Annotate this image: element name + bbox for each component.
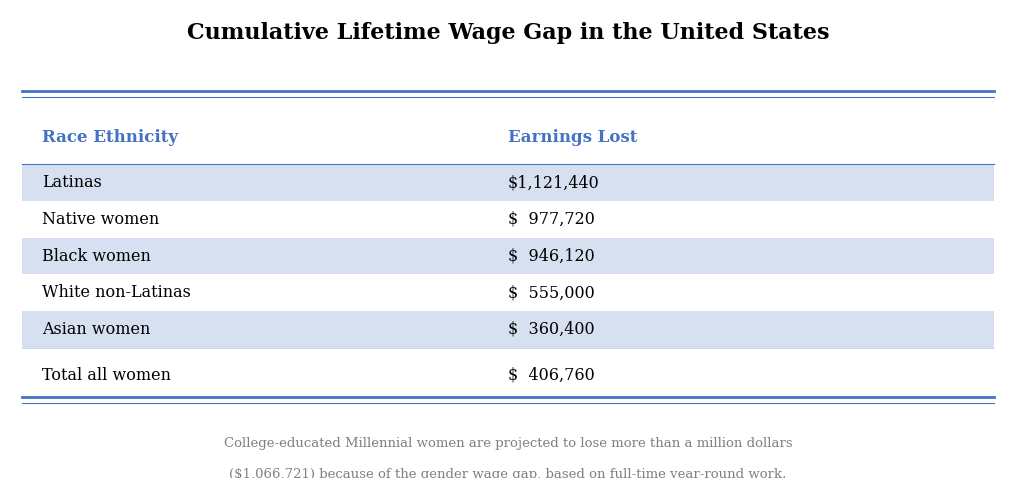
Text: $1,121,440: $1,121,440 [508, 174, 599, 191]
Text: $  946,120: $ 946,120 [508, 248, 594, 264]
Text: $  977,720: $ 977,720 [508, 211, 595, 228]
Text: Asian women: Asian women [42, 321, 150, 338]
Text: White non-Latinas: White non-Latinas [42, 284, 191, 301]
FancyBboxPatch shape [21, 238, 995, 274]
Text: Earnings Lost: Earnings Lost [508, 130, 637, 146]
Text: Latinas: Latinas [42, 174, 102, 191]
Text: $  555,000: $ 555,000 [508, 284, 594, 301]
Text: Native women: Native women [42, 211, 160, 228]
Text: $  360,400: $ 360,400 [508, 321, 594, 338]
Text: College-educated Millennial women are projected to lose more than a million doll: College-educated Millennial women are pr… [224, 437, 792, 450]
Text: $  406,760: $ 406,760 [508, 367, 594, 384]
Text: ($1,066,721) because of the gender wage gap, based on full-time year-round work.: ($1,066,721) because of the gender wage … [230, 468, 786, 478]
FancyBboxPatch shape [21, 164, 995, 201]
Text: Race Ethnicity: Race Ethnicity [42, 130, 178, 146]
Text: Total all women: Total all women [42, 367, 171, 384]
Text: Black women: Black women [42, 248, 150, 264]
FancyBboxPatch shape [21, 311, 995, 348]
Text: Cumulative Lifetime Wage Gap in the United States: Cumulative Lifetime Wage Gap in the Unit… [187, 22, 829, 43]
